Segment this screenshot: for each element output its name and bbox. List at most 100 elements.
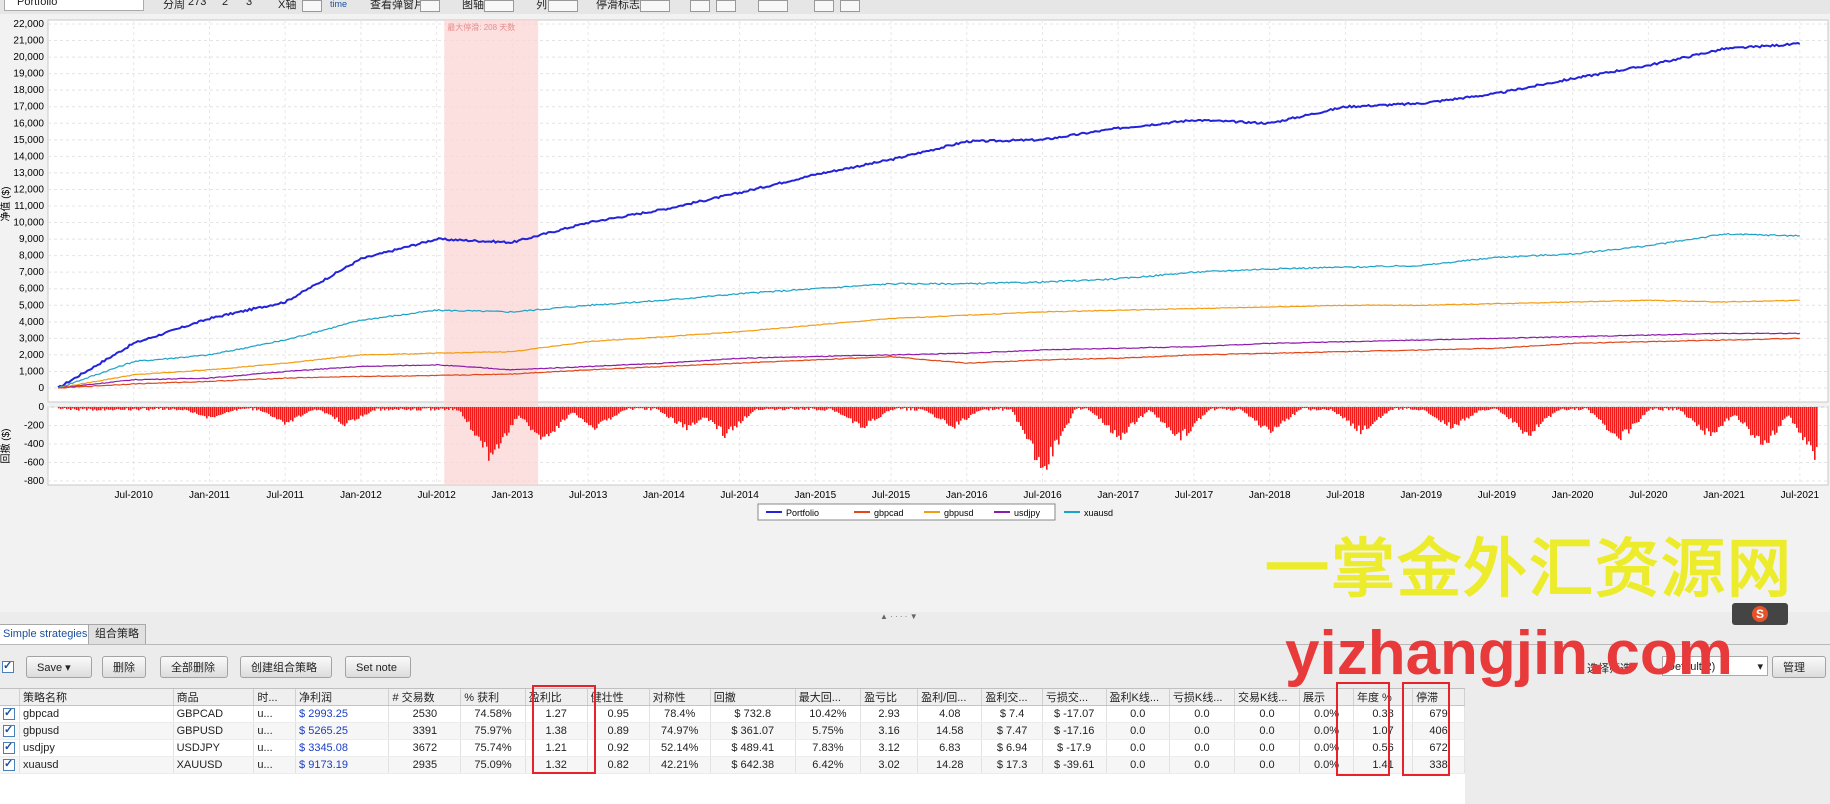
stop-flag-icon[interactable] — [640, 0, 670, 12]
drawdown-bar — [1686, 407, 1688, 418]
row-checkbox-cell[interactable] — [0, 739, 21, 757]
column-header[interactable]: 交易K线... — [1234, 689, 1301, 706]
period-opt-3[interactable]: 3 — [246, 0, 253, 8]
set-note-button[interactable]: Set note — [345, 656, 411, 678]
drawdown-bar — [1796, 407, 1798, 428]
period-value[interactable]: 273 — [188, 0, 207, 8]
row-checkbox[interactable] — [3, 757, 15, 771]
delete-all-button[interactable]: 全部删除 — [160, 656, 228, 678]
chart-trend-icon[interactable] — [716, 0, 736, 12]
column-header[interactable]: 时... — [253, 689, 297, 706]
filter-select[interactable]: Default(2) ▾ — [1662, 656, 1768, 676]
manage-button[interactable]: 管理 — [1772, 656, 1826, 678]
drawdown-bar — [660, 407, 662, 413]
drawdown-bar — [1218, 407, 1220, 409]
row-checkbox[interactable] — [3, 740, 15, 754]
drawdown-bar — [990, 407, 992, 409]
drawdown-bar — [132, 407, 134, 409]
drawdown-bar — [1530, 407, 1532, 436]
select-all-checkbox[interactable] — [2, 659, 14, 673]
chart-type-icon[interactable] — [484, 0, 514, 12]
table-icon[interactable] — [420, 0, 440, 12]
splitter-handle-icon[interactable]: ▲ · · · · ▼ — [880, 612, 918, 621]
drawdown-bar — [1038, 407, 1040, 457]
drawdown-bar — [1776, 407, 1778, 433]
chart-line-icon[interactable] — [690, 0, 710, 12]
ime-toolbar[interactable]: S — [1732, 603, 1788, 625]
column-header[interactable]: 年度 % — [1353, 689, 1414, 706]
drawdown-bar — [1806, 407, 1808, 445]
drawdown-bar — [938, 407, 940, 419]
column-header[interactable]: 盈亏比 — [860, 689, 919, 706]
column-header[interactable]: 最大回... — [795, 689, 862, 706]
drawdown-bar — [106, 407, 108, 410]
portfolio-select[interactable]: Portfolio — [4, 0, 144, 11]
panel-splitter[interactable]: ▲ · · · · ▼ — [0, 612, 1830, 622]
tab-combo-strategies[interactable]: 组合策略 — [88, 624, 146, 644]
drawdown-bar — [232, 407, 234, 411]
grid-icon[interactable] — [302, 0, 322, 12]
drawdown-bar — [1550, 407, 1552, 417]
drawdown-bar — [1280, 407, 1282, 424]
column-header[interactable]: 健壮性 — [587, 689, 650, 706]
drawdown-bar — [422, 407, 424, 409]
drawdown-bar — [1490, 407, 1492, 410]
drawdown-bar — [1238, 407, 1240, 409]
period-opt-2[interactable]: 2 — [222, 0, 229, 8]
time-axis-button[interactable]: time — [330, 0, 348, 9]
row-checkbox[interactable] — [3, 706, 15, 720]
create-combo-strategy-button[interactable]: 创建组合策略 — [240, 656, 332, 678]
zoom-in-icon[interactable] — [814, 0, 834, 12]
drawdown-bar — [922, 407, 924, 410]
column-header[interactable]: 对称性 — [649, 689, 711, 706]
column-header[interactable]: 亏损K线... — [1169, 689, 1235, 706]
save-button[interactable]: Save ▾ — [26, 656, 92, 678]
row-checkbox-cell[interactable] — [0, 756, 21, 774]
column-header[interactable]: 亏损交... — [1042, 689, 1107, 706]
column-header[interactable]: 展示 — [1299, 689, 1354, 706]
drawdown-bar — [396, 407, 398, 410]
drawdown-bar — [72, 407, 74, 409]
drawdown-bar — [1792, 407, 1794, 424]
drawdown-bar — [424, 407, 426, 409]
drawdown-bar — [946, 407, 948, 424]
drawdown-bar — [1708, 407, 1710, 432]
drawdown-bar — [1362, 407, 1364, 430]
row-checkbox-cell[interactable] — [0, 722, 21, 740]
tab-simple-strategies[interactable]: Simple strategies — [0, 624, 95, 644]
delete-button[interactable]: 删除 — [102, 656, 146, 678]
column-header[interactable]: % 获利 — [460, 689, 526, 706]
drawdown-bar — [552, 407, 554, 432]
column-header[interactable]: 停滞 — [1412, 689, 1465, 706]
column-header[interactable]: 回撤 — [710, 689, 796, 706]
drawdown-bar — [1436, 407, 1438, 419]
drawdown-bar — [916, 407, 918, 411]
table-cell: $ 2993.25 — [295, 705, 390, 723]
chart-options-icon[interactable] — [758, 0, 788, 12]
drawdown-bar — [642, 407, 644, 409]
drawdown-bar — [1448, 407, 1450, 423]
drawdown-bar — [1628, 407, 1630, 434]
row-checkbox-cell[interactable] — [0, 705, 21, 723]
column-header[interactable]: # 交易数 — [388, 689, 462, 706]
drawdown-bar — [680, 407, 682, 423]
column-header[interactable]: 盈利/回... — [917, 689, 983, 706]
column-header[interactable]: 商品 — [173, 689, 255, 706]
drawdown-bar — [184, 407, 186, 410]
row-checkbox[interactable] — [3, 723, 15, 737]
column-select-icon[interactable] — [548, 0, 578, 12]
column-header[interactable]: 盈利K线... — [1106, 689, 1170, 706]
column-header[interactable]: 净利润 — [295, 689, 390, 706]
table-cell: 0.0 — [1169, 739, 1235, 757]
column-header[interactable]: 策略名称 — [19, 689, 174, 706]
drawdown-bar — [612, 407, 614, 418]
column-header[interactable]: 盈利交... — [981, 689, 1043, 706]
column-header[interactable]: 盈利比 — [525, 689, 588, 706]
drawdown-bar — [820, 407, 822, 411]
drawdown-bar — [1384, 407, 1386, 414]
zoom-reset-icon[interactable] — [840, 0, 860, 12]
